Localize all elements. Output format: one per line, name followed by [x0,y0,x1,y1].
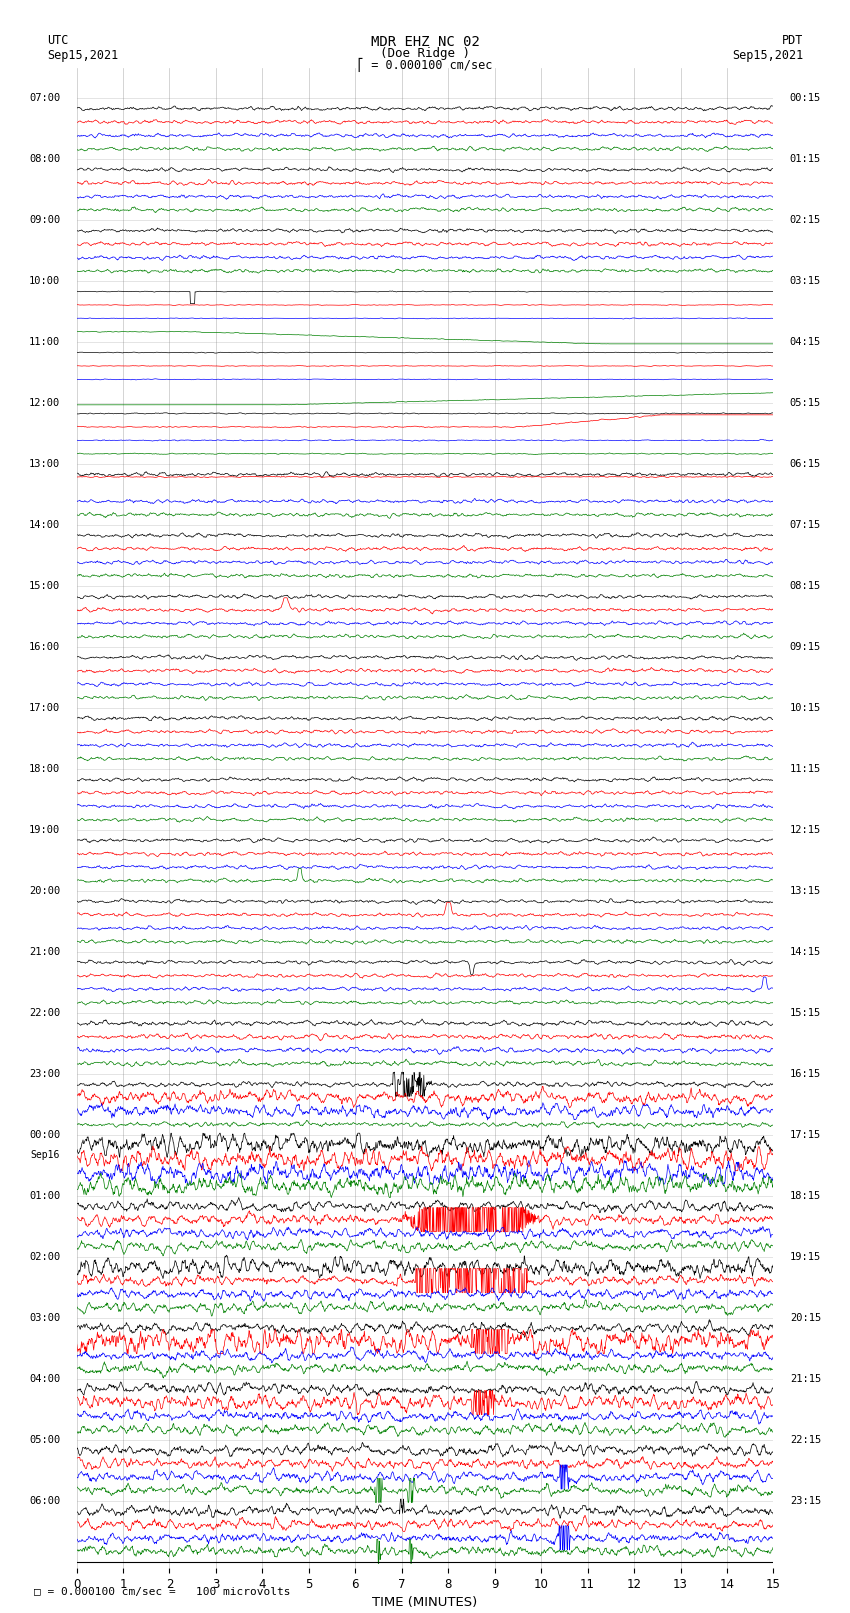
Text: 02:15: 02:15 [790,215,821,226]
Text: 14:00: 14:00 [29,519,60,531]
Text: 05:00: 05:00 [29,1436,60,1445]
Text: 06:00: 06:00 [29,1495,60,1507]
Text: 15:00: 15:00 [29,581,60,590]
Text: 21:00: 21:00 [29,947,60,957]
Text: 17:15: 17:15 [790,1129,821,1140]
Text: 12:00: 12:00 [29,398,60,408]
Text: 16:00: 16:00 [29,642,60,652]
Text: 05:15: 05:15 [790,398,821,408]
Text: 18:00: 18:00 [29,765,60,774]
Text: 03:00: 03:00 [29,1313,60,1323]
X-axis label: TIME (MINUTES): TIME (MINUTES) [372,1597,478,1610]
Text: 20:00: 20:00 [29,886,60,895]
Text: 00:00: 00:00 [29,1129,60,1140]
Text: 01:00: 01:00 [29,1190,60,1200]
Text: 17:00: 17:00 [29,703,60,713]
Text: 07:15: 07:15 [790,519,821,531]
Text: 11:00: 11:00 [29,337,60,347]
Text: 23:15: 23:15 [790,1495,821,1507]
Text: 00:15: 00:15 [790,94,821,103]
Text: 20:15: 20:15 [790,1313,821,1323]
Text: 02:00: 02:00 [29,1252,60,1261]
Text: 03:15: 03:15 [790,276,821,286]
Text: 14:15: 14:15 [790,947,821,957]
Text: 10:00: 10:00 [29,276,60,286]
Text: 19:00: 19:00 [29,824,60,836]
Text: ⎡ = 0.000100 cm/sec: ⎡ = 0.000100 cm/sec [357,58,493,73]
Text: UTC
Sep15,2021: UTC Sep15,2021 [47,34,118,61]
Text: 19:15: 19:15 [790,1252,821,1261]
Text: 23:00: 23:00 [29,1069,60,1079]
Text: 04:15: 04:15 [790,337,821,347]
Text: 09:15: 09:15 [790,642,821,652]
Text: 08:00: 08:00 [29,155,60,165]
Text: 06:15: 06:15 [790,460,821,469]
Text: 22:00: 22:00 [29,1008,60,1018]
Text: 16:15: 16:15 [790,1069,821,1079]
Text: 08:15: 08:15 [790,581,821,590]
Text: Sep16: Sep16 [31,1150,60,1160]
Text: 09:00: 09:00 [29,215,60,226]
Text: □ = 0.000100 cm/sec =   100 microvolts: □ = 0.000100 cm/sec = 100 microvolts [34,1587,291,1597]
Text: 13:15: 13:15 [790,886,821,895]
Text: 12:15: 12:15 [790,824,821,836]
Text: 04:00: 04:00 [29,1374,60,1384]
Text: 01:15: 01:15 [790,155,821,165]
Text: 21:15: 21:15 [790,1374,821,1384]
Text: 22:15: 22:15 [790,1436,821,1445]
Text: 15:15: 15:15 [790,1008,821,1018]
Text: 18:15: 18:15 [790,1190,821,1200]
Text: 10:15: 10:15 [790,703,821,713]
Text: (Doe Ridge ): (Doe Ridge ) [380,47,470,60]
Text: 11:15: 11:15 [790,765,821,774]
Text: 07:00: 07:00 [29,94,60,103]
Text: 13:00: 13:00 [29,460,60,469]
Text: PDT
Sep15,2021: PDT Sep15,2021 [732,34,803,61]
Text: MDR EHZ NC 02: MDR EHZ NC 02 [371,35,479,50]
